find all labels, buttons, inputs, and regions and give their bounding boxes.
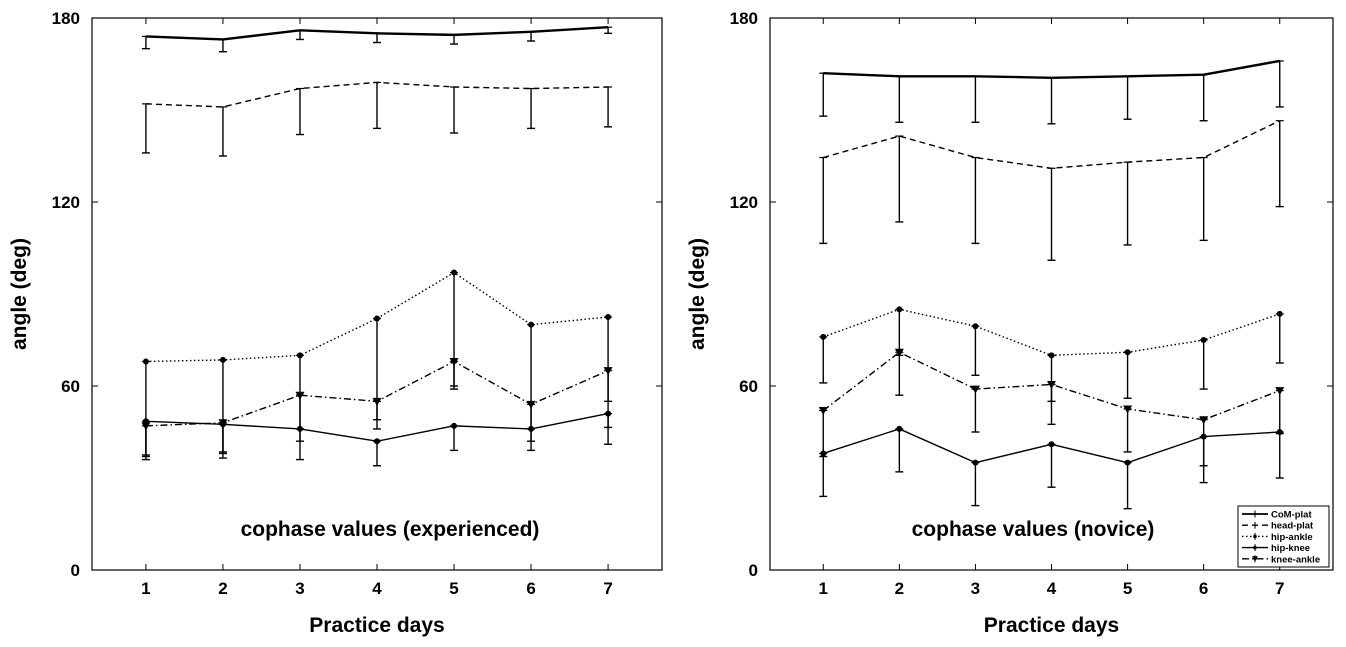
- series-line: [823, 120, 1281, 169]
- x-axis-label: Practice days: [309, 614, 444, 637]
- data-point: [219, 356, 226, 363]
- x-tick-label: 2: [895, 579, 904, 598]
- y-tick-label: 0: [71, 561, 80, 580]
- y-tick-label: 60: [739, 377, 758, 396]
- data-point: [1199, 416, 1209, 425]
- series-hip-ankle: [141, 269, 613, 461]
- series-line: [145, 81, 609, 108]
- series-head-plat: [141, 81, 613, 157]
- data-point: [141, 422, 151, 431]
- data-point: [374, 438, 380, 445]
- data-point: [295, 391, 305, 400]
- data-point: [605, 410, 612, 417]
- series-line: [145, 26, 609, 41]
- data-point: [142, 358, 149, 365]
- data-point: [528, 321, 535, 328]
- data-point: [972, 459, 979, 466]
- data-point: [894, 348, 904, 357]
- data-point: [1123, 405, 1133, 414]
- series-head-plat: [819, 120, 1284, 261]
- series-com-plat: [819, 59, 1284, 125]
- data-point: [603, 367, 613, 376]
- x-tick-label: 7: [1275, 579, 1284, 598]
- data-point: [374, 315, 380, 322]
- data-point: [526, 400, 536, 409]
- y-axis-label: angle (deg): [8, 238, 31, 350]
- plot-annotation: cophase values (novice): [912, 518, 1155, 541]
- data-point: [1048, 352, 1055, 359]
- data-point: [1276, 310, 1283, 317]
- y-tick-label: 120: [52, 193, 80, 212]
- x-tick-label: 4: [372, 579, 382, 598]
- legend-label: knee-ankle: [1271, 554, 1320, 565]
- legend: CoM-plathead-plathip-anklehip-kneeknee-a…: [1237, 505, 1330, 568]
- data-point: [451, 422, 458, 429]
- series-knee-ankle: [818, 348, 1285, 467]
- x-tick-label: 6: [1199, 579, 1208, 598]
- data-point: [1124, 459, 1131, 466]
- data-point: [451, 269, 458, 276]
- data-point: [605, 314, 612, 320]
- data-point: [449, 357, 459, 366]
- x-tick-label: 3: [971, 579, 980, 598]
- y-tick-label: 180: [730, 9, 758, 28]
- x-tick-label: 1: [819, 579, 828, 598]
- data-point: [896, 425, 903, 432]
- data-point: [1200, 337, 1207, 343]
- legend-entry: CoM-plat: [1242, 510, 1312, 521]
- data-point: [218, 419, 228, 428]
- series-hip-knee: [819, 425, 1284, 510]
- x-tick-label: 6: [526, 579, 535, 598]
- legend-entry: head-plat: [1242, 521, 1314, 532]
- legend-marker: [1253, 545, 1257, 550]
- data-point: [1048, 441, 1055, 448]
- x-tick-label: 7: [603, 579, 612, 598]
- data-point: [896, 306, 903, 313]
- series-line: [823, 308, 1280, 357]
- y-tick-label: 0: [749, 561, 758, 580]
- legend-label: CoM-plat: [1271, 510, 1312, 521]
- x-tick-label: 5: [449, 579, 458, 598]
- chart-panel-2: 1 2 3 4 5 6 7 0 60 120 180 Practice days angle (deg)…: [686, 9, 1334, 637]
- data-point: [970, 385, 980, 394]
- data-point: [1047, 380, 1056, 389]
- chart-panel-1: 1 2 3 4 5 6 7 0 60 120 180 Practice days angle (deg)…: [8, 9, 663, 637]
- plot-annotation: cophase values (experienced): [241, 518, 540, 541]
- x-tick-label: 1: [141, 579, 150, 598]
- data-point: [820, 333, 827, 340]
- y-tick-label: 60: [61, 377, 80, 396]
- y-axis-label: angle (deg): [686, 238, 709, 350]
- data-point: [818, 407, 828, 416]
- data-point: [372, 397, 382, 406]
- x-axis-label: Practice days: [984, 614, 1119, 637]
- data-point: [972, 323, 979, 330]
- y-tick-label: 180: [52, 9, 80, 28]
- legend-label: hip-knee: [1271, 543, 1310, 554]
- x-tick-label: 4: [1047, 579, 1057, 598]
- legend-label: hip-ankle: [1271, 532, 1313, 543]
- x-tick-label: 5: [1123, 579, 1132, 598]
- legend-entry: hip-ankle: [1242, 532, 1313, 543]
- legend-marker: [1253, 534, 1257, 539]
- legend-entry: knee-ankle: [1242, 554, 1320, 565]
- series-com-plat: [141, 26, 613, 53]
- data-point: [1124, 349, 1131, 356]
- series-knee-ankle: [141, 357, 613, 458]
- legend-label: head-plat: [1271, 521, 1314, 532]
- legend-marker: [1252, 556, 1258, 562]
- x-tick-label: 2: [218, 579, 227, 598]
- x-tick-label: 3: [295, 579, 304, 598]
- data-point: [1275, 387, 1285, 396]
- data-point: [296, 352, 303, 359]
- legend-entry: hip-knee: [1242, 543, 1310, 554]
- series-line: [823, 59, 1280, 80]
- y-tick-label: 120: [730, 193, 758, 212]
